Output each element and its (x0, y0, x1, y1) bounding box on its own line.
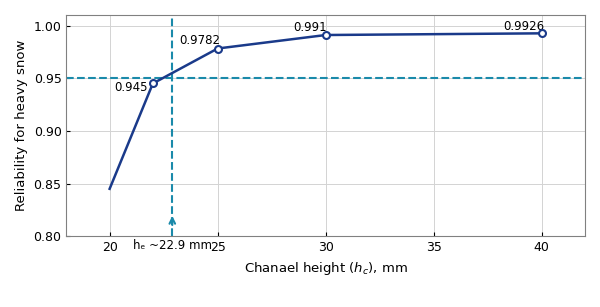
Text: 0.945: 0.945 (114, 81, 148, 94)
Text: hₑ ~22.9 mm: hₑ ~22.9 mm (133, 239, 212, 252)
Text: 0.991: 0.991 (293, 21, 327, 34)
Y-axis label: Reliability for heavy snow: Reliability for heavy snow (15, 40, 28, 211)
Text: 0.9782: 0.9782 (179, 34, 220, 48)
Text: 0.9926: 0.9926 (503, 20, 544, 33)
X-axis label: Chanael height ($h_c$), mm: Chanael height ($h_c$), mm (244, 260, 408, 277)
